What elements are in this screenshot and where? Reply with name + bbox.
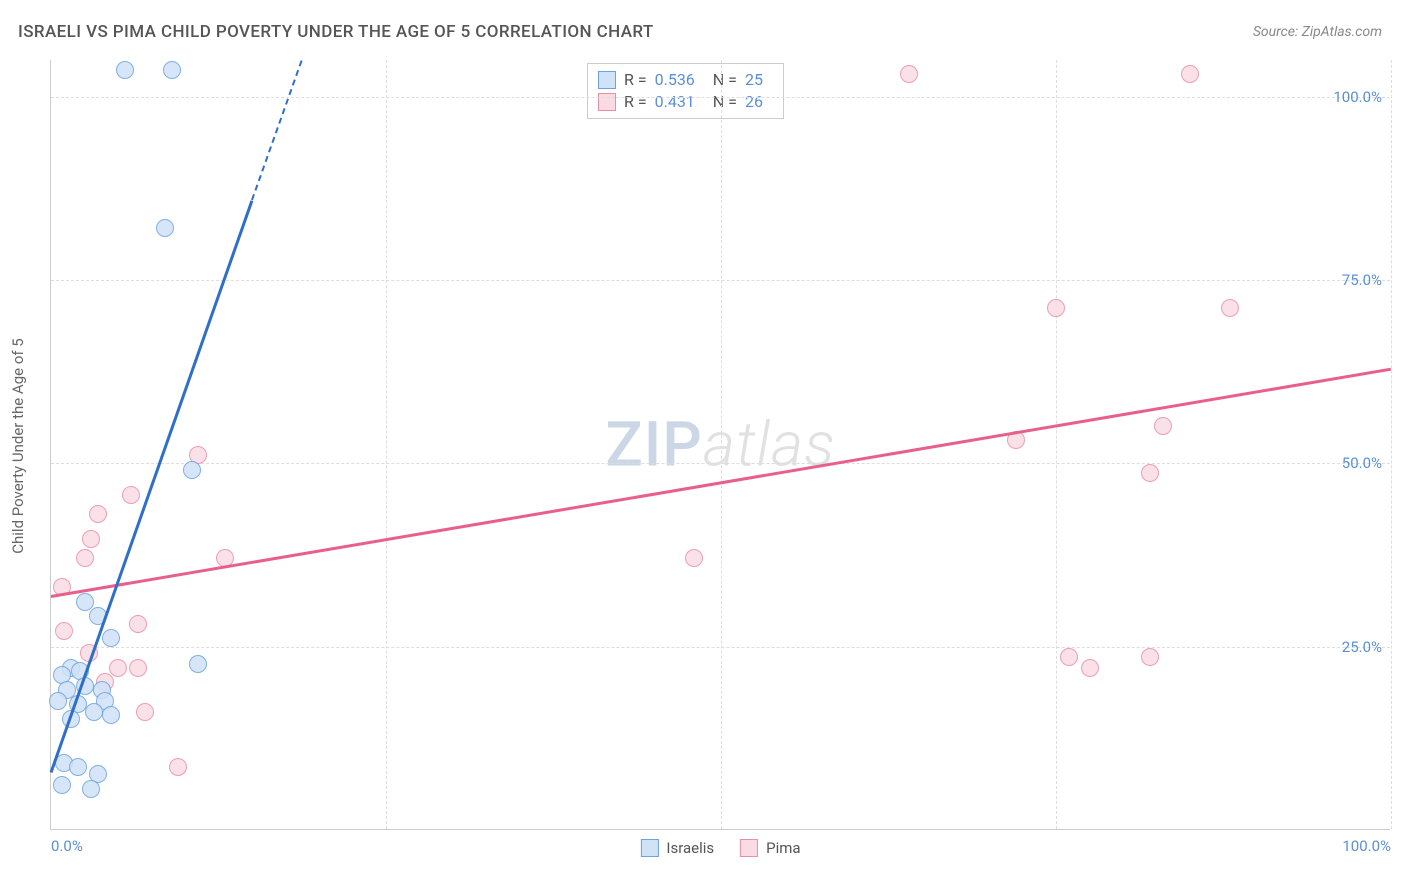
data-point-israelis — [189, 655, 207, 673]
data-point-pima — [82, 530, 100, 548]
bottom-legend: Israelis Pima — [640, 839, 800, 857]
gridline-v — [386, 60, 387, 829]
stats-row-pima: R = 0.431 N = 26 — [598, 91, 773, 113]
data-point-israelis — [82, 780, 100, 798]
swatch-israelis — [598, 71, 616, 89]
watermark-atlas: atlas — [703, 408, 836, 481]
gridline-v — [1391, 60, 1392, 829]
data-point-pima — [136, 703, 154, 721]
r-label: R = — [624, 69, 647, 91]
y-tick-label: 25.0% — [1342, 638, 1382, 656]
data-point-israelis — [102, 706, 120, 724]
data-point-israelis — [116, 61, 134, 79]
source-name: ZipAtlas.com — [1302, 24, 1382, 40]
gridline-v — [721, 60, 722, 829]
swatch-israelis — [640, 839, 658, 857]
x-tick-label: 100.0% — [1342, 837, 1391, 855]
plot-area: ZIPatlas R = 0.536 N = 25 R = 0.431 N = … — [50, 60, 1390, 830]
pima-n-value: 26 — [745, 91, 763, 113]
data-point-pima — [169, 758, 187, 776]
israelis-n-value: 25 — [745, 69, 763, 91]
legend-item-pima: Pima — [740, 839, 800, 857]
data-point-israelis — [163, 61, 181, 79]
data-point-pima — [1060, 648, 1078, 666]
data-point-pima — [1221, 299, 1239, 317]
data-point-israelis — [102, 629, 120, 647]
data-point-pima — [129, 615, 147, 633]
stats-row-israelis: R = 0.536 N = 25 — [598, 69, 773, 91]
source-prefix: Source: — [1253, 24, 1302, 40]
chart-title: ISRAELI VS PIMA CHILD POVERTY UNDER THE … — [18, 22, 654, 42]
data-point-pima — [55, 622, 73, 640]
x-tick-label: 0.0% — [51, 837, 83, 855]
data-point-pima — [1081, 659, 1099, 677]
data-point-pima — [1047, 299, 1065, 317]
y-tick-label: 100.0% — [1333, 88, 1382, 106]
data-point-pima — [1154, 417, 1172, 435]
data-point-pima — [900, 65, 918, 83]
pima-r-value: 0.431 — [655, 91, 695, 113]
trend-line — [50, 200, 254, 773]
data-point-israelis — [53, 776, 71, 794]
data-point-pima — [122, 486, 140, 504]
data-point-pima — [1141, 648, 1159, 666]
data-point-israelis — [69, 758, 87, 776]
stats-legend-box: R = 0.536 N = 25 R = 0.431 N = 26 — [587, 63, 784, 119]
watermark-zip: ZIP — [605, 408, 703, 481]
gridline-v — [1056, 60, 1057, 829]
n-label: N = — [713, 69, 737, 91]
data-point-israelis — [183, 461, 201, 479]
y-tick-label: 75.0% — [1342, 271, 1382, 289]
data-point-pima — [1181, 65, 1199, 83]
n-label: N = — [713, 91, 737, 113]
data-point-israelis — [49, 692, 67, 710]
r-label: R = — [624, 91, 647, 113]
data-point-pima — [89, 505, 107, 523]
data-point-israelis — [76, 593, 94, 611]
data-point-pima — [1141, 464, 1159, 482]
legend-label-israelis: Israelis — [666, 839, 714, 857]
data-point-pima — [109, 659, 127, 677]
source-credit: Source: ZipAtlas.com — [1253, 24, 1382, 40]
data-point-pima — [685, 549, 703, 567]
swatch-pima — [740, 839, 758, 857]
y-tick-label: 50.0% — [1342, 454, 1382, 472]
data-point-israelis — [156, 219, 174, 237]
data-point-israelis — [85, 703, 103, 721]
data-point-pima — [129, 659, 147, 677]
data-point-pima — [76, 549, 94, 567]
israelis-r-value: 0.536 — [655, 69, 695, 91]
trend-line-extension — [251, 61, 302, 201]
legend-label-pima: Pima — [766, 839, 800, 857]
y-axis-title: Child Poverty Under the Age of 5 — [9, 338, 27, 554]
legend-item-israelis: Israelis — [640, 839, 714, 857]
